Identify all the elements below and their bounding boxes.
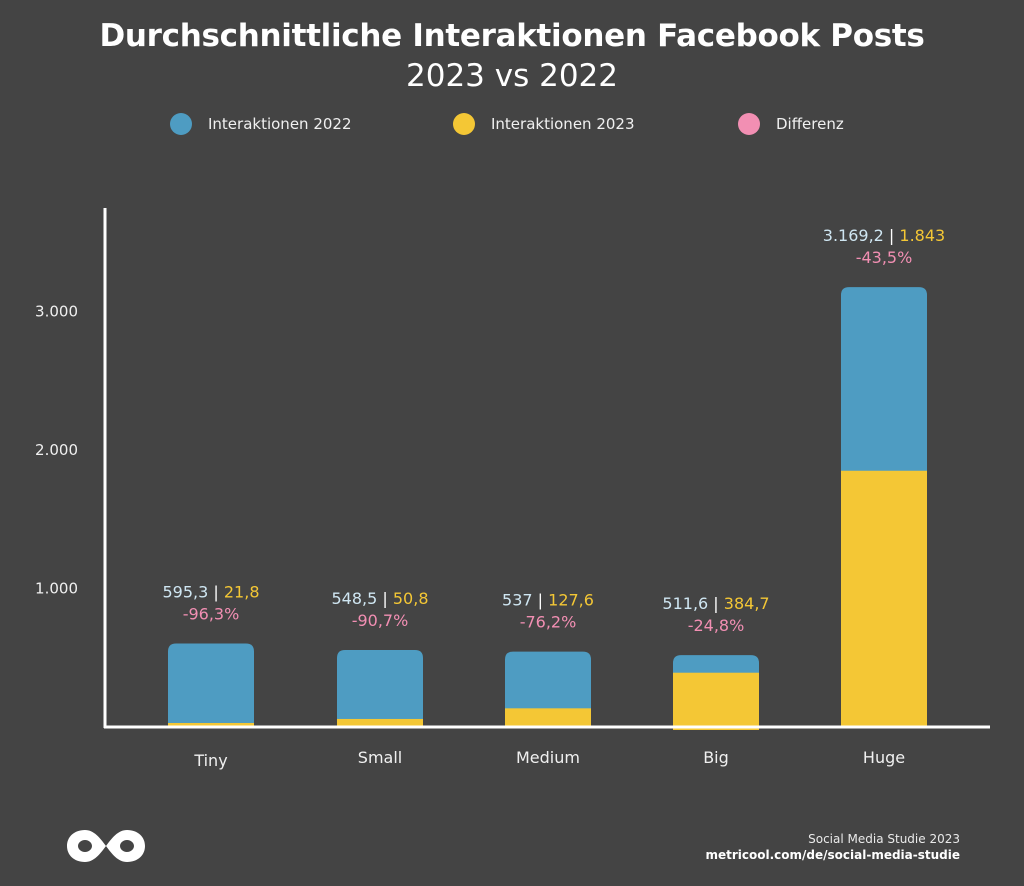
bar-2023-medium bbox=[505, 708, 591, 726]
legend-item-2023: Interaktionen 2023 bbox=[453, 112, 635, 136]
chart-subtitle: 2023 vs 2022 bbox=[406, 58, 618, 94]
legend-label-2022: Interaktionen 2022 bbox=[208, 115, 352, 133]
legend-item-differenz: Differenz bbox=[738, 112, 844, 136]
value-label-tiny: 595,3 | 21,8 bbox=[163, 583, 260, 602]
x-tick-label: Huge bbox=[863, 748, 905, 767]
bar-2022-tiny bbox=[168, 643, 254, 726]
value-label-big: 511,6 | 384,7 bbox=[662, 594, 769, 613]
legend-label-2023: Interaktionen 2023 bbox=[491, 115, 635, 133]
footer-url[interactable]: metricool.com/de/social-media-studie bbox=[705, 848, 960, 862]
legend-label-differenz: Differenz bbox=[776, 115, 844, 133]
x-tick-label: Big bbox=[703, 748, 729, 767]
bar-2023-small bbox=[337, 718, 423, 726]
legend-item-2022: Interaktionen 2022 bbox=[170, 112, 352, 136]
legend-dot-2023 bbox=[453, 113, 475, 135]
x-tick-label: Tiny bbox=[193, 751, 227, 770]
legend-dot-differenz bbox=[738, 113, 760, 135]
y-tick-label: 3.000 bbox=[35, 303, 78, 321]
x-tick-label: Medium bbox=[516, 748, 580, 767]
bar-2022-medium bbox=[505, 651, 591, 726]
diff-label-medium: -76,2% bbox=[520, 613, 577, 632]
bar-2023-big bbox=[673, 672, 759, 730]
bar-2022-small bbox=[337, 650, 423, 726]
y-tick-label: 1.000 bbox=[35, 580, 78, 598]
legend-dot-2022 bbox=[170, 113, 192, 135]
diff-label-huge: -43,5% bbox=[856, 248, 913, 267]
value-label-huge: 3.169,2 | 1.843 bbox=[823, 226, 945, 245]
bar-2023-tiny bbox=[168, 722, 254, 726]
diff-label-small: -90,7% bbox=[352, 611, 409, 630]
footer-source: Social Media Studie 2023 bbox=[808, 832, 960, 846]
diff-label-big: -24,8% bbox=[688, 616, 745, 635]
y-tick-label: 2.000 bbox=[35, 441, 78, 459]
bar-2023-huge bbox=[841, 470, 927, 726]
chart-title: Durchschnittliche Interaktionen Facebook… bbox=[99, 18, 925, 54]
value-label-small: 548,5 | 50,8 bbox=[332, 589, 429, 608]
x-tick-label: Small bbox=[358, 748, 402, 767]
diff-label-tiny: -96,3% bbox=[183, 605, 240, 624]
value-label-medium: 537 | 127,6 bbox=[502, 591, 594, 610]
